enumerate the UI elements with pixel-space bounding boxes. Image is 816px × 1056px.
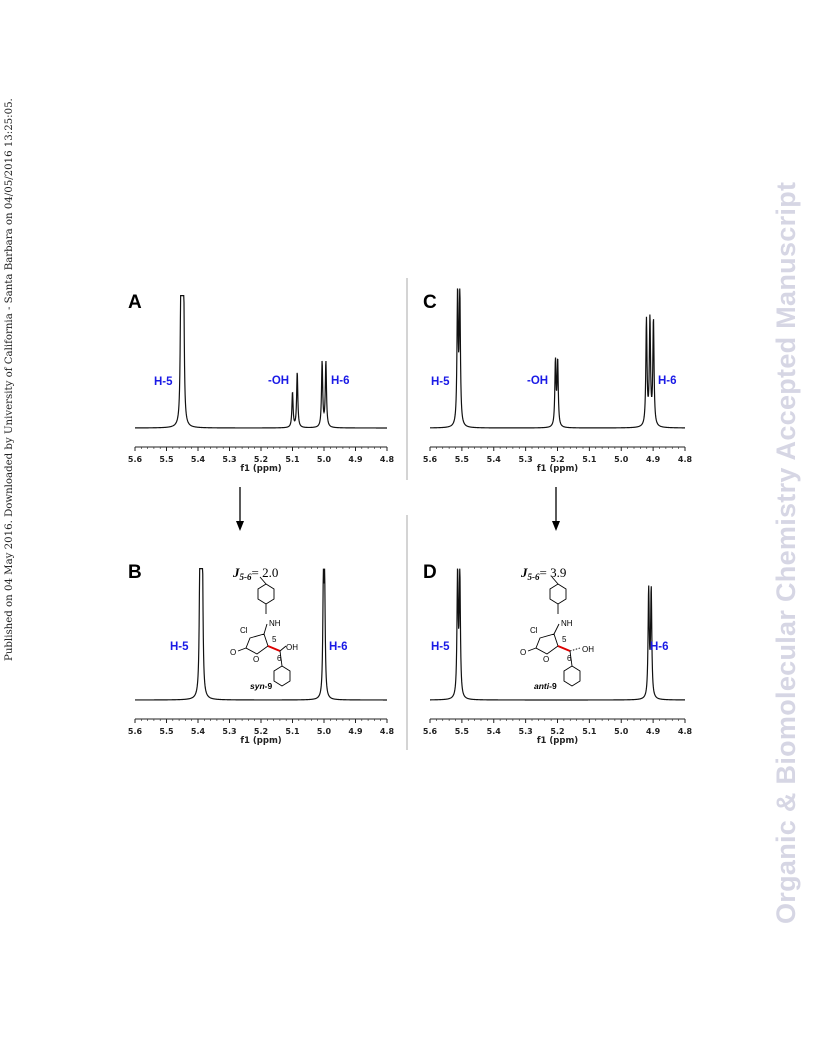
x-tick-label: 5.5	[159, 727, 174, 736]
svg-text:O: O	[520, 648, 526, 657]
spectrum-trace	[429, 568, 685, 701]
x-tick-label: 5.5	[159, 455, 174, 464]
x-tick-label: 5.4	[191, 455, 206, 464]
coupling-constant: J5-6= 2.0	[232, 565, 278, 582]
x-axis-label: f1 (ppm)	[240, 736, 281, 746]
x-tick-label: 5.1	[285, 455, 300, 464]
x-tick-label: 5.0	[317, 727, 332, 736]
x-tick-label: 4.8	[678, 455, 693, 464]
svg-text:OH: OH	[286, 643, 298, 652]
x-tick-label: 5.5	[455, 727, 470, 736]
svg-text:O: O	[253, 655, 259, 664]
svg-text:5: 5	[272, 635, 277, 644]
peak-label-h6: H-6	[331, 375, 350, 387]
spectrum-panel-b: B H-5 H-6 J5-6= 2.0 NH Cl O O 5 6 OH syn…	[128, 562, 395, 746]
peak-label-h6: H-6	[658, 375, 677, 387]
x-tick-label: 4.8	[380, 455, 395, 464]
x-tick-label: 4.8	[678, 727, 693, 736]
peak-label-h5: H-5	[431, 641, 450, 653]
spectrum-panel-c: C H-5 -OH H-6 5.6 5.5 5.4 5.3 5.2 5.1 5.0 4.9 4.…	[423, 288, 693, 474]
x-axis-label: f1 (ppm)	[240, 464, 281, 474]
peak-label-h6: H-6	[329, 641, 348, 653]
x-tick-label: 5.4	[487, 727, 502, 736]
x-tick-label: 5.2	[254, 455, 268, 464]
x-tick-label: 4.9	[348, 727, 363, 736]
svg-text:Cl: Cl	[530, 626, 538, 635]
structure-anti-9: NH Cl O O 5 6 OH anti-9	[520, 576, 594, 691]
x-tick-label: 5.2	[550, 455, 564, 464]
svg-text:6: 6	[277, 654, 282, 663]
peak-label-h5: H-5	[170, 641, 189, 653]
peak-label-h5: H-5	[431, 376, 450, 388]
x-tick-label: 5.3	[519, 455, 533, 464]
spectrum-trace	[134, 295, 387, 429]
x-tick-label: 5.0	[614, 455, 629, 464]
x-tick-label: 5.6	[128, 455, 143, 464]
x-tick-label: 5.6	[128, 727, 143, 736]
x-tick-label: 5.3	[222, 455, 236, 464]
x-tick-label: 5.4	[487, 455, 502, 464]
x-tick-label: 5.0	[317, 455, 332, 464]
svg-text:NH: NH	[561, 619, 573, 628]
spectrum-trace	[430, 288, 685, 429]
x-tick-label: 4.9	[646, 455, 661, 464]
x-axis-label: f1 (ppm)	[537, 464, 578, 474]
svg-text:Cl: Cl	[240, 626, 248, 635]
peak-label-oh: -OH	[527, 375, 548, 387]
svg-text:5: 5	[562, 635, 567, 644]
arrow-a-to-b	[236, 487, 244, 531]
spectrum-panel-a: A H-5 -OH H-6 5.6 5.5 5.4 5.3 5.2 5.1 5.0 4.9 4.…	[128, 292, 395, 474]
x-tick-label: 4.9	[646, 727, 661, 736]
svg-text:O: O	[543, 655, 549, 664]
x-tick-label: 5.5	[455, 455, 470, 464]
x-tick-label: 5.6	[423, 455, 438, 464]
x-tick-label: 5.3	[222, 727, 236, 736]
x-tick-label: 5.2	[550, 727, 564, 736]
svg-text:anti-9: anti-9	[534, 681, 557, 691]
panel-letter: A	[128, 292, 142, 313]
spectrum-panel-d: D H-5 H-6 J5-6= 3.9 NH Cl O O 5 6 OH ant…	[423, 562, 693, 746]
arrow-c-to-d	[552, 487, 560, 531]
structure-syn-9: NH Cl O O 5 6 OH syn-9	[230, 576, 298, 691]
x-tick-label: 5.3	[519, 727, 533, 736]
x-tick-label: 5.1	[582, 455, 597, 464]
svg-text:6: 6	[567, 654, 572, 663]
peak-label-h5: H-5	[154, 376, 173, 388]
x-tick-label: 5.6	[423, 727, 438, 736]
panel-letter: C	[423, 292, 437, 313]
svg-text:NH: NH	[269, 619, 281, 628]
panel-letter: D	[423, 562, 437, 583]
x-tick-label: 5.0	[614, 727, 629, 736]
x-axis-label: f1 (ppm)	[537, 736, 578, 746]
svg-text:OH: OH	[582, 645, 594, 654]
x-tick-label: 5.4	[191, 727, 206, 736]
x-tick-label: 4.9	[348, 455, 363, 464]
spectrum-trace	[135, 568, 387, 701]
x-tick-label: 4.8	[380, 727, 395, 736]
coupling-constant: J5-6= 3.9	[520, 565, 566, 582]
x-tick-label: 5.1	[582, 727, 597, 736]
svg-text:syn-9: syn-9	[250, 681, 272, 691]
x-tick-label: 5.1	[285, 727, 300, 736]
peak-label-oh: -OH	[268, 375, 289, 387]
panel-letter: B	[128, 562, 142, 583]
svg-text:O: O	[230, 648, 236, 657]
peak-label-h6: H-6	[650, 641, 669, 653]
x-tick-label: 5.2	[254, 727, 268, 736]
